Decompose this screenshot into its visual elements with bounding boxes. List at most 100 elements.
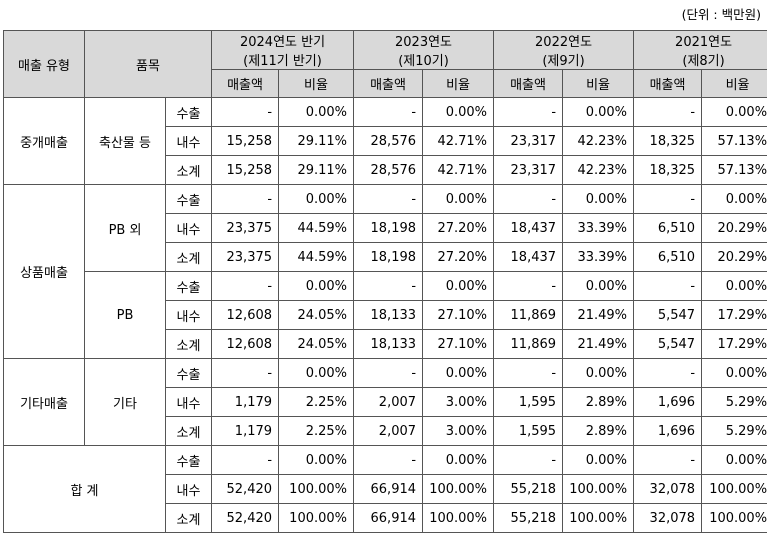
cell-ratio: 2.25% bbox=[278, 387, 355, 417]
cell-amount: - bbox=[353, 445, 424, 475]
cell-amount: - bbox=[211, 97, 280, 127]
table-row: 소계 12,608 24.05% 18,133 27.10% 11,869 21.49% 5,… bbox=[4, 329, 767, 359]
cell-amount: - bbox=[353, 97, 424, 127]
row-kind-cell: 소계 bbox=[164, 503, 213, 533]
cell-ratio: 44.59% bbox=[278, 213, 355, 243]
cell-ratio: 57.13% bbox=[701, 155, 767, 185]
header-period: 2022연도 (제9기) bbox=[493, 30, 635, 70]
cell-amount: 23,375 bbox=[211, 242, 280, 272]
row-kind-cell: 내수 bbox=[164, 387, 213, 417]
cell-ratio: 0.00% bbox=[278, 184, 355, 214]
cell-ratio: 0.00% bbox=[562, 445, 635, 475]
cell-ratio: 0.00% bbox=[562, 97, 635, 127]
period-term: (제10기) bbox=[398, 54, 449, 69]
cell-amount: - bbox=[633, 97, 703, 127]
total-row: 내수 52,420 100.00% 66,914 100.00% 55,218 100.00… bbox=[4, 474, 767, 504]
cell-ratio: 0.00% bbox=[562, 271, 635, 301]
cell-amount: 2,007 bbox=[353, 416, 424, 446]
cell-ratio: 20.29% bbox=[701, 213, 767, 243]
sales-type-cell: 기타매출 bbox=[3, 358, 85, 446]
cell-ratio: 17.29% bbox=[701, 300, 767, 330]
cell-ratio: 0.00% bbox=[562, 184, 635, 214]
cell-amount: - bbox=[493, 184, 564, 214]
header-period: 2021연도 (제8기) bbox=[633, 30, 767, 70]
cell-amount: 1,179 bbox=[211, 416, 280, 446]
cell-amount: 66,914 bbox=[353, 503, 424, 533]
row-kind-cell: 내수 bbox=[164, 300, 213, 330]
row-kind-cell: 소계 bbox=[164, 155, 213, 185]
cell-ratio: 0.00% bbox=[701, 184, 767, 214]
row-kind-cell: 소계 bbox=[164, 416, 213, 446]
header-ratio: 비율 bbox=[701, 69, 767, 98]
cell-ratio: 0.00% bbox=[701, 271, 767, 301]
cell-ratio: 5.29% bbox=[701, 416, 767, 446]
header-amount: 매출액 bbox=[493, 69, 564, 98]
cell-ratio: 0.00% bbox=[562, 358, 635, 388]
header-period: 2023연도 (제10기) bbox=[353, 30, 495, 70]
cell-ratio: 29.11% bbox=[278, 126, 355, 156]
cell-ratio: 0.00% bbox=[422, 358, 495, 388]
cell-amount: - bbox=[633, 445, 703, 475]
sales-type-cell: 중개매출 bbox=[3, 97, 85, 185]
cell-ratio: 0.00% bbox=[422, 445, 495, 475]
cell-amount: 1,595 bbox=[493, 416, 564, 446]
cell-ratio: 2.89% bbox=[562, 416, 635, 446]
cell-amount: - bbox=[211, 271, 280, 301]
total-row: 소계 52,420 100.00% 66,914 100.00% 55,218 100.00… bbox=[4, 503, 767, 533]
cell-ratio: 5.29% bbox=[701, 387, 767, 417]
table-row: 상품매출 PB 외 수출 -0.00% -0.00% -0.00% -0.00% bbox=[3, 184, 767, 359]
cell-amount: 18,325 bbox=[633, 155, 703, 185]
period-term: (제11기 반기) bbox=[243, 54, 322, 69]
row-kind-cell: 수출 bbox=[164, 358, 213, 388]
row-kind-cell: 소계 bbox=[164, 242, 213, 272]
period-term: (제9기) bbox=[542, 54, 585, 69]
cell-amount: - bbox=[211, 358, 280, 388]
cell-amount: 15,258 bbox=[211, 126, 280, 156]
cell-amount: 12,608 bbox=[211, 300, 280, 330]
header-ratio: 비율 bbox=[278, 69, 355, 98]
cell-amount: - bbox=[493, 97, 564, 127]
cell-amount: 1,696 bbox=[633, 387, 703, 417]
cell-amount: 15,258 bbox=[211, 155, 280, 185]
cell-ratio: 0.00% bbox=[422, 97, 495, 127]
cell-ratio: 0.00% bbox=[701, 445, 767, 475]
sales-type-cell: 상품매출 bbox=[3, 184, 85, 359]
cell-amount: 55,218 bbox=[493, 503, 564, 533]
cell-ratio: 24.05% bbox=[278, 329, 355, 359]
cell-ratio: 33.39% bbox=[562, 242, 635, 272]
total-label-cell: 합 계 bbox=[3, 445, 166, 533]
cell-ratio: 17.29% bbox=[701, 329, 767, 359]
table-row: 중개매출 축산물 등 수출 -0.00% -0.00% -0.00% -0.00% bbox=[3, 97, 767, 185]
header-item: 품목 bbox=[83, 30, 213, 98]
cell-amount: - bbox=[211, 445, 280, 475]
cell-ratio: 2.89% bbox=[562, 387, 635, 417]
cell-amount: 11,869 bbox=[493, 329, 564, 359]
header-ratio: 비율 bbox=[422, 69, 495, 98]
cell-amount: 52,420 bbox=[211, 474, 280, 504]
period-term: (제8기) bbox=[682, 54, 725, 69]
table-row: 기타매출 기타 수출 -0.00% -0.00% -0.00% -0.00% bbox=[3, 358, 767, 446]
cell-ratio: 0.00% bbox=[422, 271, 495, 301]
cell-ratio: 2.25% bbox=[278, 416, 355, 446]
table-row: 소계 15,258 29.11% 28,576 42.71% 23,317 42.23% 18… bbox=[4, 155, 767, 185]
cell-ratio: 0.00% bbox=[701, 358, 767, 388]
header-amount: 매출액 bbox=[211, 69, 280, 98]
cell-amount: - bbox=[633, 271, 703, 301]
table-row: 내수 12,608 24.05% 18,133 27.10% 11,869 21.49% 5,… bbox=[4, 300, 767, 330]
cell-ratio: 0.00% bbox=[278, 358, 355, 388]
cell-ratio: 3.00% bbox=[422, 416, 495, 446]
row-kind-cell: 내수 bbox=[164, 474, 213, 504]
cell-amount: 11,869 bbox=[493, 300, 564, 330]
cell-amount: 23,317 bbox=[493, 126, 564, 156]
table-row: 내수 1,179 2.25% 2,007 3.00% 1,595 2.89% 1,696 5.2… bbox=[4, 387, 767, 417]
cell-amount: 28,576 bbox=[353, 155, 424, 185]
cell-amount: 1,696 bbox=[633, 416, 703, 446]
cell-amount: - bbox=[211, 184, 280, 214]
cell-ratio: 0.00% bbox=[278, 97, 355, 127]
cell-amount: 18,198 bbox=[353, 242, 424, 272]
header-amount: 매출액 bbox=[353, 69, 424, 98]
cell-amount: 66,914 bbox=[353, 474, 424, 504]
cell-ratio: 21.49% bbox=[562, 300, 635, 330]
cell-amount: 18,133 bbox=[353, 300, 424, 330]
cell-ratio: 100.00% bbox=[422, 474, 495, 504]
